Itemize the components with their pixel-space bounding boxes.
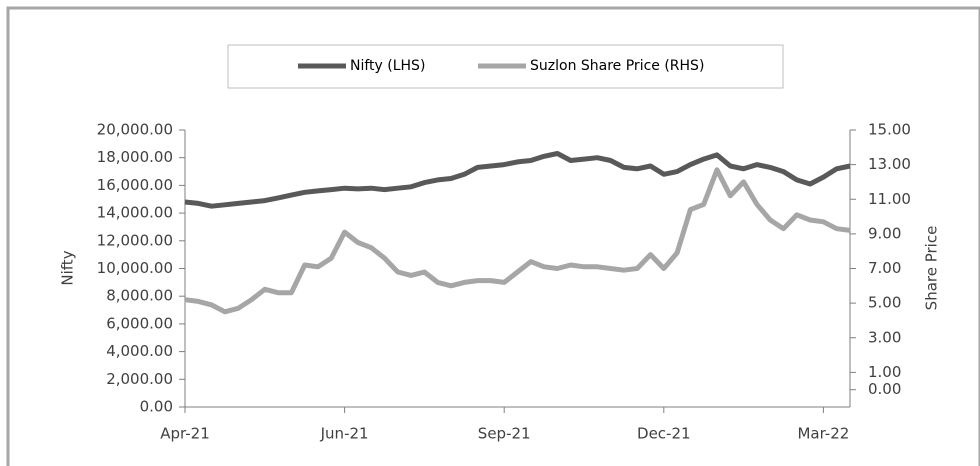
y2-tick-label: 0.00 (868, 380, 901, 398)
y-tick-label: 14,000.00 (97, 204, 173, 222)
y2-tick-label: 1.00 (868, 363, 901, 381)
y2-tick-label: 13.00 (868, 155, 911, 173)
y-tick-label: 20,000.00 (97, 121, 173, 139)
series-line (184, 151, 851, 209)
y2-tick-label: 15.00 (868, 121, 911, 139)
y-tick-label: 0.00 (140, 398, 173, 416)
y-tick-label: 18,000.00 (97, 148, 173, 166)
frame (6, 6, 980, 466)
legend-label: Suzlon Share Price (RHS) (530, 58, 704, 74)
y-tick-label: 12,000.00 (97, 231, 173, 249)
y-tick-label: 6,000.00 (106, 314, 173, 332)
x-tick-label: Mar-22 (797, 425, 849, 443)
y-tick-label: 16,000.00 (97, 176, 173, 194)
y2-tick-label: 11.00 (868, 190, 911, 208)
legend-label: Nifty (LHS) (350, 58, 425, 74)
y-tick-label: 8,000.00 (106, 287, 173, 305)
x-tick-label: Sep-21 (478, 425, 531, 443)
y2-tick-label: 9.00 (868, 224, 901, 242)
x-tick-label: Jun-21 (320, 425, 369, 443)
y-tick-label: 4,000.00 (106, 342, 173, 360)
y2-tick-label: 3.00 (868, 328, 901, 346)
y-tick-label: 10,000.00 (97, 259, 173, 277)
series-line (184, 167, 851, 315)
x-tick-label: Dec-21 (637, 425, 691, 443)
y2-tick-label: 7.00 (868, 259, 901, 277)
x-tick-label: Apr-21 (160, 425, 210, 443)
y-tick-label: 2,000.00 (106, 370, 173, 388)
y2-tick-label: 5.00 (868, 294, 901, 312)
y-axis-label: Nifty (59, 250, 77, 285)
y2-axis-label: Share Price (923, 226, 941, 311)
